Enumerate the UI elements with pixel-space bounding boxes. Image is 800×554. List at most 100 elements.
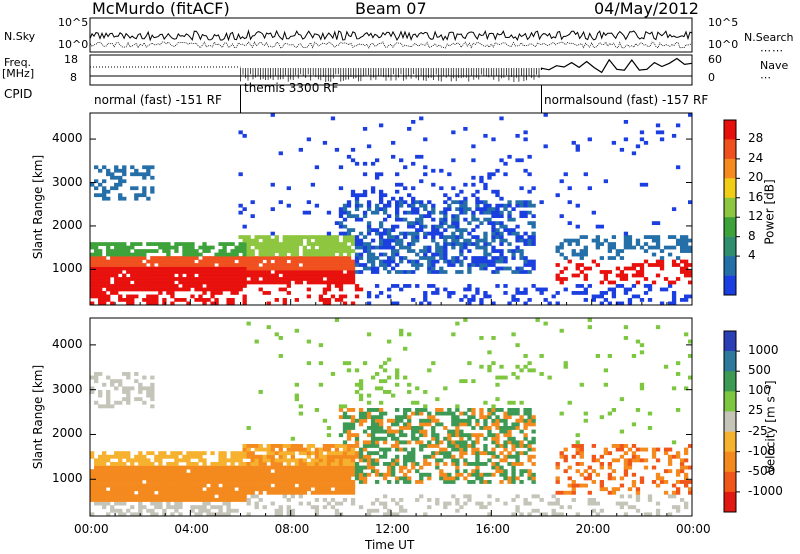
heatmap-cell (491, 259, 496, 264)
heatmap-cell (338, 256, 344, 260)
heatmap-cell (391, 256, 396, 260)
heatmap-cell (407, 480, 412, 484)
heatmap-cell (202, 259, 207, 264)
heatmap-cell (543, 321, 548, 326)
heatmap-cell (599, 415, 604, 420)
heatmap-cell (258, 273, 263, 278)
heatmap-cell (330, 498, 336, 502)
heatmap-cell (451, 235, 456, 239)
heatmap-cell (591, 458, 596, 463)
heatmap-cell (298, 483, 303, 488)
heatmap-cell (591, 508, 596, 513)
heatmap-cell (386, 429, 392, 434)
heatmap-cell (162, 266, 167, 271)
heatmap-cell (463, 182, 468, 187)
heatmap-cell (491, 404, 496, 409)
heatmap-cell (623, 462, 629, 466)
heatmap-cell (274, 277, 279, 281)
heatmap-cell (519, 451, 524, 456)
heatmap-cell (515, 287, 520, 292)
heatmap-cell (162, 242, 167, 246)
heatmap-cell (567, 400, 572, 405)
heatmap-cell (98, 404, 103, 409)
heatmap-cell (435, 259, 440, 264)
heatmap-cell (170, 284, 175, 288)
heatmap-cell (459, 270, 464, 274)
heatmap-cell (507, 415, 512, 420)
heatmap-cell (507, 301, 512, 306)
heatmap-cell (483, 426, 488, 430)
heatmap-cell (391, 301, 396, 306)
heatmap-cell (142, 270, 147, 274)
heatmap-cell (483, 259, 488, 264)
heatmap-cell (479, 207, 484, 212)
heatmap-cell (483, 231, 488, 236)
heatmap-cell (190, 270, 195, 274)
heatmap-cell (278, 256, 283, 260)
heatmap-cell (126, 469, 131, 474)
heatmap-cell (338, 231, 344, 236)
heatmap-cell (419, 214, 424, 219)
heatmap-cell (611, 245, 617, 250)
heatmap-cell (106, 280, 111, 285)
heatmap-cell (226, 287, 231, 292)
heatmap-cell (619, 505, 625, 510)
heatmap-cell (246, 426, 251, 430)
heatmap-cell (298, 404, 303, 409)
heatmap-cell (138, 386, 143, 391)
heatmap-cell (206, 270, 211, 274)
heatmap-cell (459, 189, 464, 194)
heatmap-cell (567, 465, 572, 470)
heatmap-cell (475, 501, 480, 506)
heatmap-cell (234, 287, 239, 292)
heatmap-cell (639, 298, 645, 302)
heatmap-cell (583, 266, 588, 271)
heatmap-cell (206, 245, 211, 250)
heatmap-cell (202, 508, 207, 513)
heatmap-cell (495, 168, 500, 173)
heatmap-cell (503, 203, 508, 208)
heatmap-cell (330, 256, 336, 260)
heatmap-cell (350, 444, 356, 448)
heatmap-cell (134, 294, 139, 299)
heatmap-cell (142, 400, 147, 405)
heatmap-cell (138, 280, 143, 285)
heatmap-cell (527, 422, 532, 427)
heatmap-cell (130, 252, 135, 257)
heatmap-cell (599, 465, 604, 470)
heatmap-cell (266, 256, 271, 260)
heatmap-cell (246, 444, 251, 448)
heatmap-cell (479, 408, 484, 412)
heatmap-cell (639, 447, 645, 452)
heatmap-cell (322, 245, 328, 250)
heatmap-cell (487, 480, 492, 484)
heatmap-cell (370, 189, 376, 194)
heatmap-cell (527, 203, 532, 208)
heatmap-cell (447, 436, 452, 441)
heatmap-cell (146, 393, 151, 398)
heatmap-cell (194, 512, 199, 517)
heatmap-cell (455, 200, 460, 205)
heatmap-cell (475, 203, 480, 208)
heatmap-cell (238, 472, 243, 477)
heatmap-cell (675, 490, 681, 495)
heatmap-cell (194, 287, 199, 292)
heatmap-cell (254, 339, 259, 344)
heatmap-cell (290, 454, 295, 459)
heatmap-cell (679, 480, 685, 484)
heatmap-cell (511, 469, 516, 474)
heatmap-cell (411, 447, 416, 452)
heatmap-cell (443, 386, 448, 391)
heatmap-cell (102, 196, 107, 201)
heatmap-cell (447, 433, 452, 438)
heatmap-cell (382, 242, 388, 246)
colorbar-segment (724, 351, 736, 372)
heatmap-cell (334, 263, 340, 267)
heatmap-cell (106, 375, 111, 380)
heatmap-cell (210, 263, 215, 267)
heatmap-cell (475, 418, 480, 423)
heatmap-cell (611, 476, 617, 481)
heatmap-cell (166, 462, 171, 466)
heatmap-cell (659, 130, 665, 135)
heatmap-cell (306, 339, 312, 344)
